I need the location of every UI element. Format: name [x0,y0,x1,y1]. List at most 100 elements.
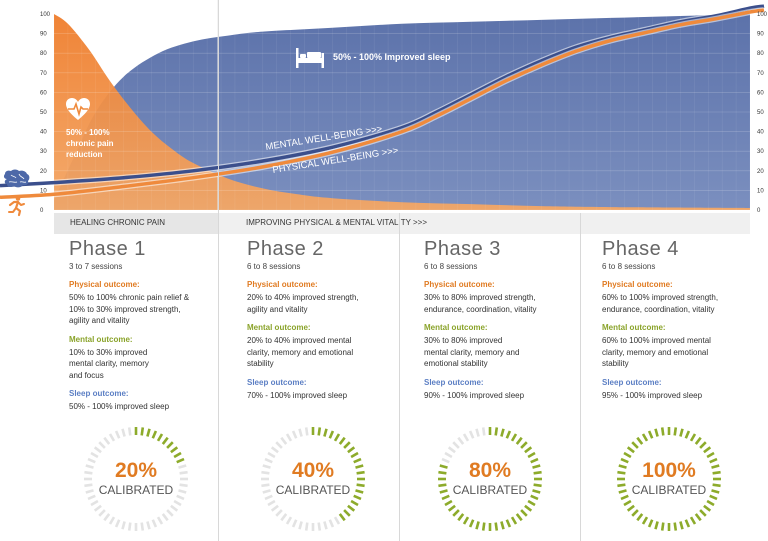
calibrated-percent: 80% [468,459,512,482]
dial-tick [298,428,303,437]
dial-tick [353,494,362,501]
dial-tick [699,509,707,517]
physical-outcome-text: 50% to 100% chronic pain relief & 10% to… [69,293,190,325]
dial-tick [530,494,539,501]
calibrated-label: CALIBRATED [98,483,174,497]
band-label-vitality: IMPROVING PHYSICAL & MENTAL VITALITY >>> [246,218,428,227]
dial-tick [438,483,447,488]
wellbeing-chart: 0 0 10 10 20 20 30 30 40 40 50 50 60 60 70 70 80 80 90 90 10… [0,0,768,234]
dial-tick [90,451,99,459]
dial-tick [439,464,448,469]
dial-tick [176,494,185,501]
dial-tick [481,427,486,436]
dial-tick [617,470,626,475]
dial-tick [452,441,460,449]
physical-wellbeing-line [0,8,765,200]
brain-icon [3,169,30,188]
dial-tick [673,522,678,531]
dial-tick [338,436,346,445]
dial-tick [173,451,182,459]
dial-tick [452,509,460,517]
y-tick-left: 60 [40,90,47,96]
dial-tick [350,499,359,507]
dial-tick [712,470,721,475]
mental-outcome-text: 60% to 100% improved mental clarity, mem… [602,336,711,368]
dial-tick [161,436,169,445]
dial-tick [626,446,635,454]
dial-tick [298,521,303,530]
dial-tick [620,494,629,501]
y-tick-right: 10 [757,188,764,194]
y-tick-right: 40 [757,130,764,136]
dial-tick [441,494,450,501]
dial-tick [270,504,279,512]
dial-tick [179,483,188,488]
phase-title: Phase 3 [424,238,501,260]
dial-tick [140,522,145,531]
dial-tick [679,428,684,437]
calibration-dial-2: 40% CALIBRATED [257,427,369,539]
phase-divider-3 [580,213,581,541]
physical-outcome-text: 30% to 80% improved strength, endurance,… [424,293,537,314]
calibration-dial-1: 20% CALIBRATED [80,427,192,539]
dial-tick [527,499,536,507]
mental-outcome-text: 20% to 40% improved mental clarity, memo… [247,336,354,368]
dial-tick [500,521,505,530]
dial-tick [631,509,639,517]
dial-tick [176,457,185,464]
dial-tick [304,522,309,531]
phase-divider-1 [218,0,219,541]
calibrated-label: CALIBRATED [275,483,351,497]
dial-tick [673,427,678,436]
phase-title: Phase 4 [602,238,679,260]
dial-tick [709,494,718,501]
dial-tick [98,441,106,449]
dial-tick [178,489,187,494]
dial-tick [356,483,365,488]
dial-tick [711,489,720,494]
dial-tick [631,441,639,449]
dial-tick [178,464,187,469]
dial-tick [532,464,541,469]
sleep-outcome-text: 50% - 100% improved sleep [69,402,170,411]
dial-tick [338,513,346,522]
dial-tick [353,457,362,464]
dial-tick [457,513,465,522]
dial-tick [620,457,629,464]
sleep-annotation: 50% - 100% Improved sleep [333,52,451,62]
dial-tick [179,470,188,475]
heart-pulse-icon [66,98,90,120]
y-tick-right: 50 [757,110,764,116]
dial-tick [475,521,480,530]
dial-tick [623,451,632,459]
physical-outcome-label: Physical outcome: [602,280,673,289]
dial-tick [684,519,691,528]
dial-tick [333,433,341,442]
dial-tick [532,489,541,494]
dial-tick [703,446,712,454]
dial-tick [87,494,96,501]
dial-tick [328,519,335,528]
dial-tick [494,522,499,531]
mental-outcome-label: Mental outcome: [424,323,488,332]
dial-tick [626,504,635,512]
dial-tick [444,499,453,507]
calibrated-label: CALIBRATED [452,483,528,497]
dial-tick [275,509,283,517]
dial-tick [706,451,715,459]
dial-tick [475,428,480,437]
dial-tick [285,516,293,525]
dial-tick [291,519,298,528]
calibrated-percent: 40% [291,459,335,482]
dial-tick [121,521,126,530]
dial-tick [654,521,659,530]
dial-tick [510,433,518,442]
dial-tick [694,436,702,445]
dial-tick [323,428,328,437]
dial-tick [317,522,322,531]
dial-tick [261,483,270,488]
dial-tick [706,499,715,507]
dial-tick [275,441,283,449]
dial-tick [441,457,450,464]
physical-outcome-text: 60% to 100% improved strength, endurance… [602,293,719,314]
